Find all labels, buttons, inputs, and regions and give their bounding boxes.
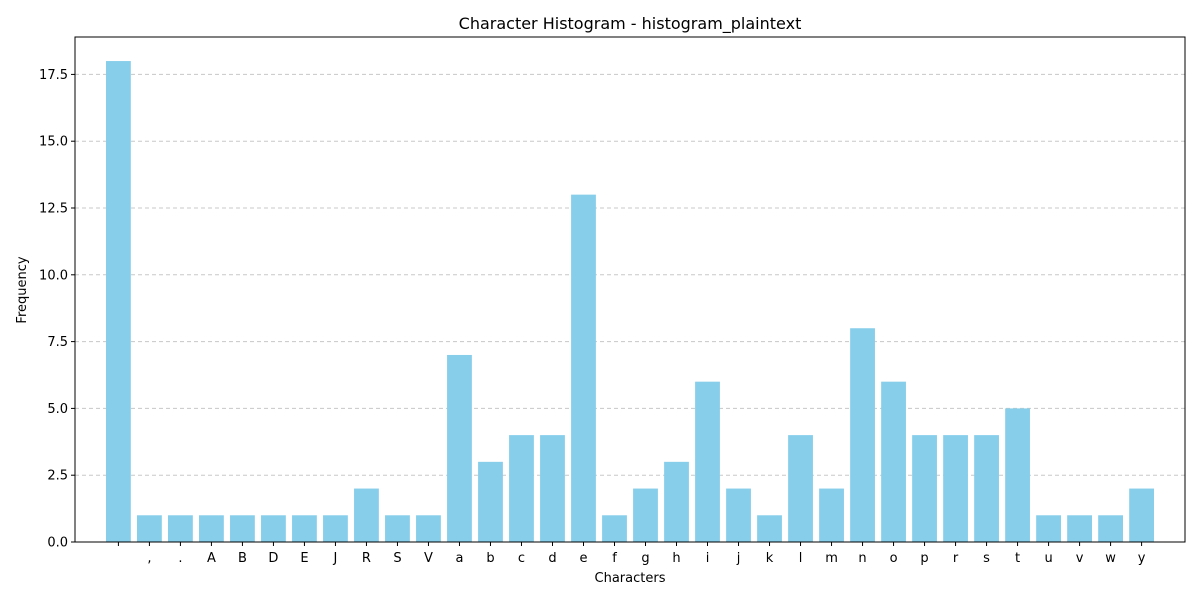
bar [1005,408,1030,542]
x-tick-label: , [147,551,151,566]
grid-lines [75,73,1185,543]
x-tick-label: e [579,551,587,566]
y-tick-label: 2.5 [47,469,68,484]
chart-title: Character Histogram - histogram_plaintex… [459,14,802,34]
bar [943,435,968,542]
y-axis-label: Frequency [15,256,30,323]
bar [230,515,255,542]
x-tick-label: f [612,551,617,566]
y-tick-label: 17.5 [39,68,68,83]
x-tick-label: c [518,551,525,566]
bar [447,354,472,542]
bar [1098,515,1123,542]
y-tick-label: 12.5 [39,202,68,217]
x-tick-label: . [178,551,182,566]
bar [199,515,224,542]
bar [664,461,689,542]
x-tick-label: d [548,551,556,566]
bar [106,61,131,543]
x-tick-label: o [890,551,898,566]
x-tick-label: t [1015,551,1020,566]
bar [1129,488,1154,542]
bar [292,515,317,542]
bar [416,515,441,542]
x-tick-label: V [424,551,433,566]
x-tick-label: s [983,551,990,566]
y-tick-label: 7.5 [47,335,68,350]
x-tick-label: D [268,551,278,566]
x-tick-label: h [672,551,680,566]
x-tick-label: j [736,551,741,566]
bar [819,488,844,542]
bar [633,488,658,542]
y-axis-ticks: 0.0 2.5 5.0 7.5 10.0 12.5 15.0 17.5 [39,68,75,551]
bar [695,381,720,542]
bar [850,328,875,542]
bar [478,461,503,542]
bar [571,194,596,542]
x-tick-label: w [1105,551,1116,566]
x-tick-label: y [1138,551,1146,566]
bar [788,435,813,542]
bar [602,515,627,542]
y-tick-label: 5.0 [47,402,68,417]
bar [137,515,162,542]
x-tick-label: b [486,551,494,566]
x-tick-label: a [455,551,463,566]
y-tick-label: 10.0 [39,268,68,283]
bar [323,515,348,542]
x-tick-label: k [766,551,774,566]
bar [354,488,379,542]
bar [881,381,906,542]
x-tick-label: R [362,551,371,566]
x-tick-label: u [1044,551,1052,566]
bar [757,515,782,542]
x-tick-label: B [238,551,247,566]
x-tick-label: v [1076,551,1084,566]
bar [540,435,565,542]
bar [509,435,534,542]
bar [974,435,999,542]
bar [726,488,751,542]
x-tick-label: A [207,551,216,566]
x-tick-label: E [300,551,308,566]
bar [168,515,193,542]
y-tick-label: 15.0 [39,135,68,150]
bar [912,435,937,542]
bars [106,61,1154,543]
x-tick-label: J [333,551,338,566]
x-tick-label: r [953,551,959,566]
y-tick-label: 0.0 [47,536,68,551]
x-axis-label: Characters [595,571,666,586]
bar [1036,515,1061,542]
plot-frame [74,36,1186,543]
bar [385,515,410,542]
x-tick-label: l [799,551,803,566]
bar [261,515,286,542]
x-tick-label: p [920,551,928,566]
x-tick-label: n [858,551,866,566]
bar [1067,515,1092,542]
x-tick-label: i [706,551,710,566]
x-tick-label: g [641,551,649,566]
x-tick-label: S [393,551,401,566]
x-tick-label: m [825,551,838,566]
